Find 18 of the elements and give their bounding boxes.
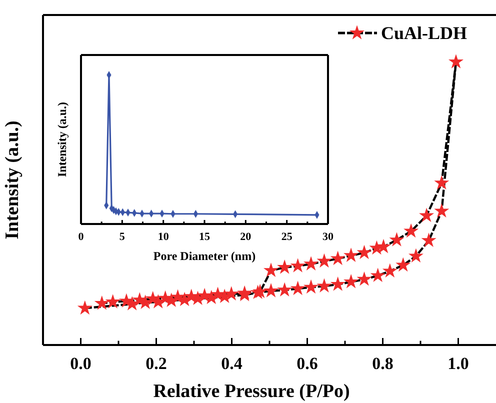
x-axis-title: Relative Pressure (P/Po) [153, 381, 350, 402]
x-tick-label: 20 [240, 231, 252, 243]
x-axis-title: Pore Diameter (nm) [153, 249, 256, 263]
x-tick-label: 0 [78, 231, 84, 243]
x-tick-label: 0.8 [372, 354, 394, 373]
x-tick-label: 30 [322, 231, 334, 243]
legend-label: CuAl-LDH [381, 23, 468, 43]
y-axis-title: Intensity (a.u.) [2, 120, 23, 240]
x-tick-label: 10 [158, 231, 170, 243]
x-tick-label: 25 [281, 231, 293, 243]
x-tick-label: 0.0 [70, 354, 92, 373]
x-tick-label: 0.6 [296, 354, 318, 373]
y-axis-title: Intensity (a.u.) [55, 102, 69, 178]
x-tick-label: 1.0 [448, 354, 469, 373]
x-tick-label: 5 [119, 231, 126, 243]
x-tick-label: 15 [199, 231, 210, 243]
x-tick-label: 0.2 [146, 354, 167, 373]
x-tick-label: 0.4 [221, 354, 243, 373]
